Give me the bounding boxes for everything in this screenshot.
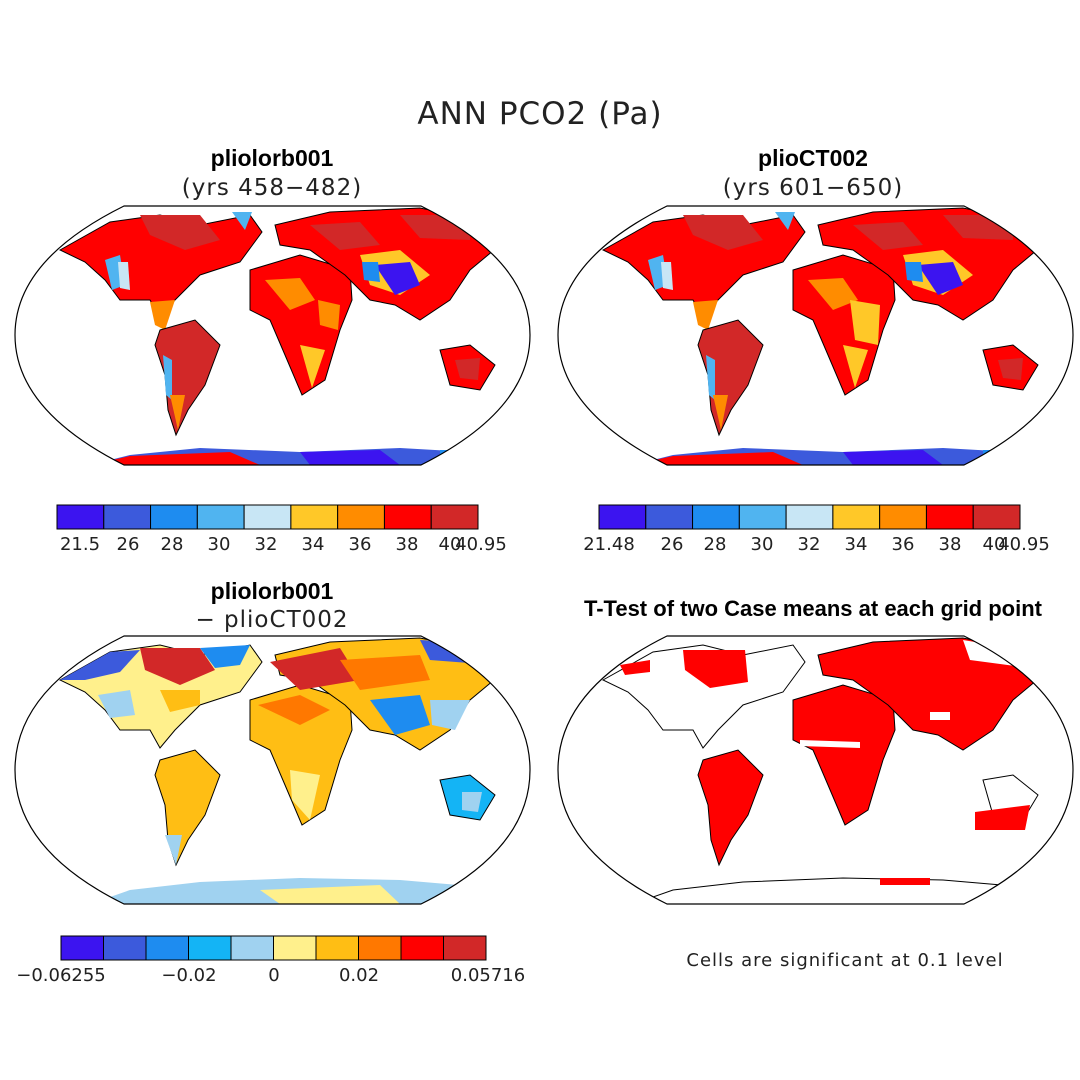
colorbar-swatch bbox=[230, 935, 274, 961]
colorbar-bottom-left: −0.06255 −0.02 0 0.02 0.05716 bbox=[16, 935, 525, 986]
colorbar-label: 32 bbox=[255, 534, 278, 555]
colorbar-swatch bbox=[879, 504, 927, 530]
colorbar-label: 34 bbox=[845, 534, 868, 555]
colorbar-swatch bbox=[56, 504, 105, 530]
colorbar-label: 40.95 bbox=[455, 534, 507, 555]
panel-subtitle-top-right: (yrs 601−650) bbox=[722, 175, 904, 201]
colorbar-swatch bbox=[443, 935, 487, 961]
colorbar-swatch bbox=[400, 935, 444, 961]
colorbar-label: 28 bbox=[161, 534, 184, 555]
colorbar-swatch bbox=[692, 504, 740, 530]
colorbar-swatch bbox=[598, 504, 647, 530]
significance-note: Cells are significant at 0.1 level bbox=[686, 950, 1004, 971]
colorbar-label: 26 bbox=[117, 534, 140, 555]
colorbar-swatch bbox=[925, 504, 974, 530]
panel-title-bottom-left: pliolorb001 bbox=[210, 578, 334, 604]
colorbar-label: 36 bbox=[892, 534, 915, 555]
colorbar-swatch bbox=[290, 504, 339, 530]
colorbar-label: 0 bbox=[268, 965, 279, 986]
panel-subtitle-bottom-left: − plioCT002 bbox=[195, 607, 349, 633]
continent-south-america bbox=[154, 749, 221, 867]
colorbar-swatch bbox=[337, 504, 385, 530]
panel-subtitle-top-left: (yrs 458−482) bbox=[181, 175, 363, 201]
map-top-left bbox=[58, 207, 501, 465]
colorbar-label: 32 bbox=[798, 534, 821, 555]
continent-south-america bbox=[697, 749, 764, 867]
continent-south-america bbox=[154, 319, 221, 437]
panel-title-top-left: pliolorb001 bbox=[210, 145, 334, 171]
colorbar-swatch bbox=[60, 935, 104, 961]
continent-north-america bbox=[601, 644, 806, 749]
colorbar-label: 0.02 bbox=[339, 965, 379, 986]
colorbar-swatch bbox=[273, 935, 317, 961]
panel-title-top-right: plioCT002 bbox=[758, 145, 868, 171]
colorbar-label: 40 bbox=[983, 534, 1006, 555]
colorbar-swatch bbox=[738, 504, 787, 530]
colorbar-label: 38 bbox=[396, 534, 419, 555]
colorbar-label: −0.06255 bbox=[16, 965, 106, 986]
map-bottom-right bbox=[601, 637, 1044, 904]
main-title: ANN PCO2 (Pa) bbox=[417, 96, 663, 132]
colorbar-label: 40.95 bbox=[998, 534, 1050, 555]
continent-africa bbox=[792, 684, 896, 826]
colorbar-label: 21.48 bbox=[583, 534, 635, 555]
continent-south-america bbox=[697, 319, 764, 437]
colorbar-swatch bbox=[430, 504, 479, 530]
colorbar-label: 30 bbox=[208, 534, 231, 555]
colorbar-swatch bbox=[383, 504, 432, 530]
colorbar-swatch bbox=[196, 504, 245, 530]
colorbar-label: 26 bbox=[661, 534, 684, 555]
colorbar-swatch bbox=[150, 504, 198, 530]
colorbar-swatch bbox=[145, 935, 189, 961]
continent-africa bbox=[792, 254, 896, 396]
colorbar-label: 38 bbox=[939, 534, 962, 555]
colorbar-swatch bbox=[188, 935, 232, 961]
colorbar-label: 34 bbox=[302, 534, 325, 555]
colorbar-label: 21.5 bbox=[60, 534, 100, 555]
colorbar-label: 30 bbox=[751, 534, 774, 555]
colorbar-swatch bbox=[315, 935, 359, 961]
colorbar-swatch bbox=[645, 504, 694, 530]
map-bottom-left bbox=[58, 637, 501, 904]
colorbar-swatch bbox=[358, 935, 402, 961]
colorbar-swatch bbox=[832, 504, 881, 530]
colorbar-swatch bbox=[103, 935, 147, 961]
colorbar-label: 28 bbox=[704, 534, 727, 555]
continent-antarctica bbox=[632, 877, 1024, 904]
colorbar-swatch bbox=[972, 504, 1021, 530]
colorbar-label: 36 bbox=[349, 534, 372, 555]
colorbar-swatch bbox=[103, 504, 152, 530]
map-top-right bbox=[601, 207, 1044, 465]
colorbar-label: −0.02 bbox=[161, 965, 216, 986]
colorbar-label: 0.05716 bbox=[451, 965, 525, 986]
panel-title-bottom-right: T-Test of two Case means at each grid po… bbox=[583, 596, 1042, 621]
colorbar-swatch bbox=[785, 504, 834, 530]
colorbar-label: 40 bbox=[439, 534, 462, 555]
colorbar-swatch bbox=[243, 504, 292, 530]
